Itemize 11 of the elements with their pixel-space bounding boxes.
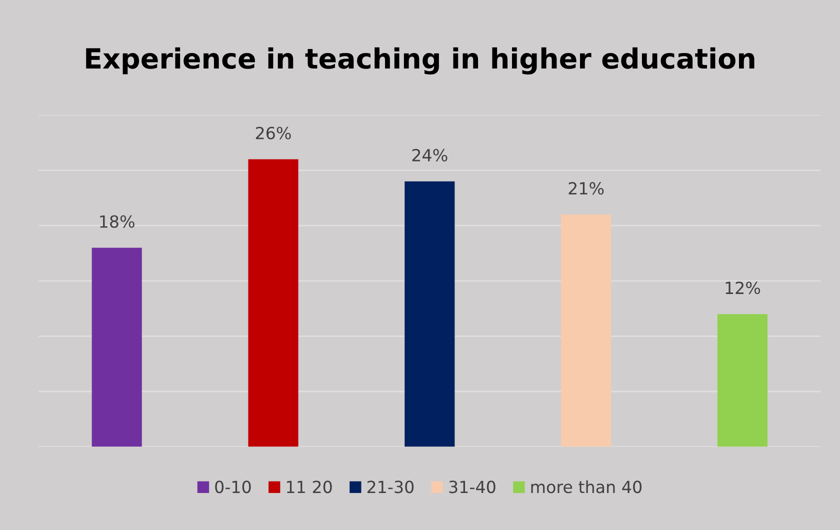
legend-label: 11 20 [287,480,332,494]
data-label: 12% [726,282,760,294]
legend-label: 0-10 [215,480,251,494]
legend-label: 31-40 [449,480,496,494]
data-label: 21% [568,182,604,195]
chart-title: Experience in teaching in higher education [86,47,754,74]
data-label: 24% [412,148,448,162]
legend-label: 21-30 [367,480,414,494]
data-label: 26% [256,126,291,140]
data-label: 18% [100,215,134,228]
legend-label: more than 40 [531,480,642,494]
